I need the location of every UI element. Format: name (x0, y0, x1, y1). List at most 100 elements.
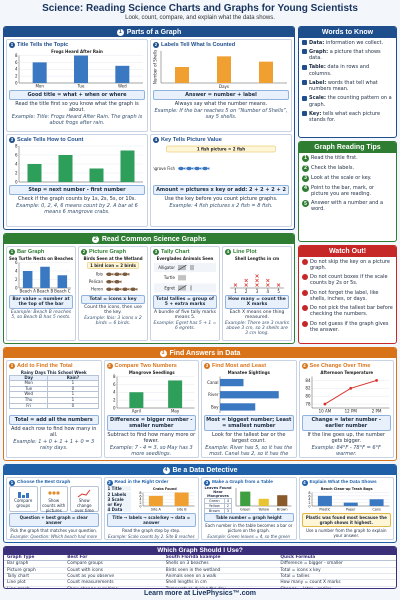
visual: Number of Shells Days (153, 49, 289, 89)
category-label: Pelican (89, 279, 104, 284)
table-row: Mon 1 (8, 380, 99, 387)
watch-heading: Watch Out! (299, 246, 396, 257)
x-marks (266, 278, 270, 287)
category-label: Egret (164, 285, 175, 290)
note: Add each row to find how many in all. (11, 426, 97, 439)
word-item: Data: information we collect. (299, 38, 396, 47)
definition: tells what each picture stands for. (309, 110, 381, 123)
table-cell: Total = tallies (277, 573, 396, 581)
panel-title: Labels Tell What Is Counted (161, 41, 236, 48)
visual: Sea Turtle Nests on Beaches 0 2 4 6 Beach A Be… (9, 256, 73, 294)
panel-title: Line Plot (233, 248, 257, 255)
line (324, 379, 377, 405)
icon (186, 166, 192, 170)
panel: 4 Line Plot Shell Lengths in cm 1 2 3 4 5 How ma… (222, 246, 292, 341)
example: Example: Beach B reaches 5, so Beach B h… (10, 310, 72, 321)
x-marks (276, 282, 281, 287)
x-tick-label: 4 (267, 289, 270, 294)
bullet (302, 95, 307, 101)
formula: Title → labels → scale/key → data = answ… (106, 513, 196, 528)
table-cell: 0 (47, 402, 99, 410)
word-text: Label: words that tell what numbers mean… (309, 80, 393, 93)
table-cell: Tue (8, 385, 49, 393)
warning-text: Do not pick the tallest bar before check… (310, 305, 393, 318)
footer: Learn more at LivePhysics™.com (143, 590, 257, 597)
panel: 1 Choose the Best Graph Compare groups Show… (6, 477, 102, 540)
icon-tail (111, 287, 114, 291)
panel-title: See Change Over Time (309, 362, 371, 369)
bar (317, 496, 332, 507)
chart: Frogs Heard After Rain 0 2 4 68 Mon Tue Wed (15, 49, 143, 88)
header: Science: Reading Science Charts and Grap… (0, 0, 400, 24)
icon-row (106, 287, 138, 291)
y-tick-label: 6 (15, 152, 18, 157)
y-tick-label: 2 (112, 397, 115, 402)
word-text: Key: tells what each picture stands for. (309, 111, 393, 124)
visual: Manatee Sightings Canal River Bay (204, 370, 294, 414)
y-tick-label: 82 (305, 385, 311, 390)
table-row: Bar graph Compare groups Shells on 3 beach… (4, 560, 396, 568)
category-label: Heron (91, 286, 103, 291)
example: Example: Egret has 5 + 1 = 6 egrets. (153, 321, 217, 332)
warning-text: Do not guess if the graph gives the answ… (310, 320, 389, 333)
formula: Total tallies = group of 5 + extra marks (153, 294, 217, 309)
chart-title: Manatee Sightings (228, 370, 271, 375)
subtitle: Look, count, compare, and explain what t… (125, 15, 275, 21)
formula: Amount = pictures x key or add: 2 + 2 + … (153, 184, 289, 195)
column-header: Best For (64, 555, 163, 562)
bar (240, 491, 251, 507)
table-cell: Fri (8, 402, 49, 410)
table-cell: Temperature during the day (162, 586, 278, 588)
word-item: Table: data in rows and columns. (299, 63, 396, 79)
table-cell: Picture graph (4, 567, 65, 575)
x-tick-label: 5 (277, 289, 280, 294)
chart: 0 2 4 6 8 (15, 144, 143, 184)
section: 3 Find Answers in Data 1 Add to Find the To… (3, 347, 397, 461)
table-cell: 1 (47, 391, 99, 399)
tip-text: Check the labels. (311, 164, 355, 171)
table-row: Line plot Count measurements Shell lengths… (4, 579, 396, 587)
choice-label: Show counts with pictures (42, 498, 66, 514)
table-cell: 1 (47, 380, 99, 387)
panel-number: 4 (301, 479, 308, 486)
table: Graph Type Best For South Florida Example Q… (4, 555, 396, 588)
panel-number: 3 (9, 136, 15, 143)
tip-number: 4 (302, 184, 309, 192)
x-marks (255, 273, 259, 287)
tips-heading: Graph Reading Tips (299, 142, 396, 153)
panel-title: Bar Graph (17, 248, 45, 255)
bar (259, 61, 273, 83)
y-tick-label: 4 (15, 161, 18, 166)
section-title: Read Common Science Graphs (101, 235, 207, 243)
point (374, 378, 378, 382)
x-tick-label: Mon (35, 83, 44, 88)
section: 1 Parts of a Graph 1 Title Tells the Topic F… (3, 26, 295, 230)
table-row: Line graphShow change over timeTemperatu… (4, 586, 396, 588)
icon-tail (111, 272, 114, 276)
choice-label: Show change over time (74, 498, 94, 514)
x-tick-label: 3 (256, 289, 259, 294)
table: Day Rain? Mon 1 Tue 0 Wed 1 Thu 1 Fri 0 (8, 374, 99, 410)
note: Read the graph step by step. (122, 527, 181, 533)
tip-text: Point to the bar, mark, or picture you a… (311, 184, 375, 197)
panel-header: 2 Labels Tell What Is Counted (153, 41, 289, 48)
key-box (166, 145, 276, 152)
word-item: Scale: the counting pattern on a graph. (299, 94, 396, 110)
guide-table: Which Graph Should I Use? Graph Type Best… (3, 546, 397, 589)
table-cell: Bar graph (4, 560, 65, 568)
panel-number: 3 (204, 362, 210, 369)
chart: Shell Lengths in cm 1 2 3 4 5 (230, 256, 284, 294)
table-row: Thu 1 (8, 397, 99, 404)
icon (130, 287, 136, 291)
title: Science: Reading Science Charts and Grap… (42, 3, 358, 14)
icon (122, 287, 128, 291)
warning-icon (302, 274, 308, 281)
icon-tail (191, 166, 194, 170)
key-box (87, 261, 139, 269)
y-tick-label: 6 (308, 495, 310, 499)
section-title: Find Answers in Data (169, 349, 241, 357)
bar (57, 274, 68, 288)
formula: Total = add all the numbers (9, 414, 99, 425)
